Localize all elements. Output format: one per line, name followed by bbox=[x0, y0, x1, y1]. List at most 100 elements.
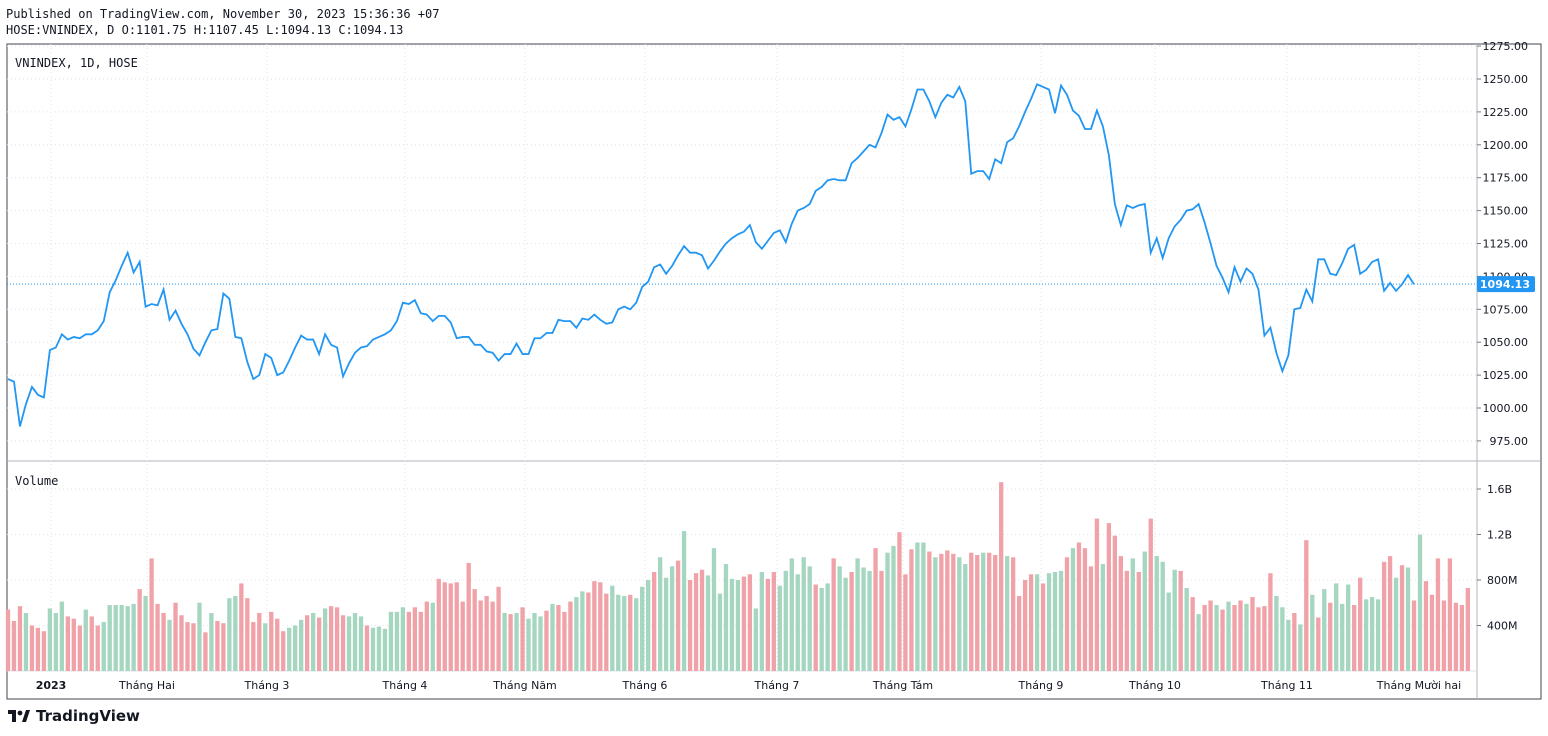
volume-bar bbox=[568, 601, 573, 671]
volume-bar bbox=[484, 595, 489, 671]
volume-bar bbox=[197, 602, 202, 671]
volume-bar bbox=[562, 611, 567, 671]
volume-bar bbox=[951, 553, 956, 671]
tradingview-brand[interactable]: TradingView bbox=[8, 707, 140, 725]
volume-bar bbox=[526, 618, 531, 671]
volume-bar bbox=[987, 552, 992, 671]
volume-bar bbox=[167, 619, 172, 671]
last-price-tag bbox=[1477, 276, 1535, 293]
volume-bar bbox=[939, 553, 944, 671]
volume-bar bbox=[83, 609, 88, 671]
volume-bar bbox=[11, 620, 17, 671]
time-axis: 2023 Tháng Hai Tháng 3 Tháng 4 Tháng Năm Thán… bbox=[36, 679, 1462, 692]
volume-bar bbox=[53, 612, 59, 671]
volume-bar bbox=[424, 601, 429, 671]
volume-bar bbox=[735, 580, 741, 671]
price-tick-label: 1000.00 bbox=[1483, 402, 1529, 415]
volume-bar bbox=[580, 591, 585, 672]
volume-bar bbox=[1328, 602, 1333, 671]
volume-bar bbox=[23, 612, 29, 671]
volume-bar bbox=[789, 558, 794, 671]
price-tick-label: 1250.00 bbox=[1483, 73, 1529, 86]
price-tick-label: 1025.00 bbox=[1483, 369, 1529, 382]
price-tick-label: 1150.00 bbox=[1483, 205, 1529, 218]
time-tick-label: Tháng 4 bbox=[382, 679, 428, 692]
time-tick-label: Tháng 6 bbox=[622, 679, 668, 692]
volume-bar bbox=[1298, 624, 1303, 671]
volume-bar bbox=[705, 575, 711, 671]
volume-bar bbox=[592, 581, 597, 671]
ohlc-label: HOSE:VNINDEX, D O:1101.75 H:1107.45 L:10… bbox=[6, 23, 404, 37]
volume-bar bbox=[251, 622, 256, 671]
volume-bar bbox=[897, 532, 902, 671]
volume-bar bbox=[466, 562, 471, 671]
volume-bar bbox=[807, 566, 812, 671]
volume-bar bbox=[1304, 540, 1309, 671]
volume-bar bbox=[723, 564, 729, 671]
brand-label: TradingView bbox=[36, 707, 140, 725]
volume-bar bbox=[669, 566, 675, 671]
volume-bar bbox=[927, 551, 932, 671]
price-tick-label: 1175.00 bbox=[1483, 172, 1529, 185]
volume-bar bbox=[1058, 570, 1064, 671]
volume-bar bbox=[442, 582, 447, 671]
volume-bar bbox=[1465, 587, 1470, 671]
volume-bar bbox=[1208, 600, 1213, 671]
volume-bar bbox=[1088, 566, 1094, 671]
volume-bar bbox=[1256, 607, 1261, 671]
volume-legend: Volume bbox=[15, 474, 58, 488]
volume-bar bbox=[795, 574, 800, 671]
volume-tick-label: 1.6B bbox=[1487, 483, 1512, 496]
volume-bar bbox=[1292, 612, 1297, 671]
volume-bar bbox=[179, 615, 184, 671]
volume-bar bbox=[1369, 597, 1375, 671]
volume-bar bbox=[550, 603, 555, 671]
price-axis: 975.001000.001025.001050.001075.001100.0… bbox=[1477, 40, 1528, 448]
tradingview-logo-icon bbox=[8, 710, 30, 722]
volume-bar bbox=[861, 567, 866, 671]
volume-bar bbox=[921, 542, 926, 671]
volume-bar bbox=[209, 612, 214, 671]
volume-bar bbox=[113, 605, 118, 671]
price-tick-label: 1050.00 bbox=[1483, 336, 1529, 349]
price-tick-label: 1125.00 bbox=[1483, 238, 1529, 251]
volume-bar bbox=[681, 531, 687, 671]
volume-bar bbox=[29, 625, 35, 671]
volume-bar bbox=[915, 542, 920, 671]
volume-bar bbox=[1238, 600, 1243, 671]
volume-bar bbox=[17, 606, 23, 671]
volume-bar bbox=[628, 594, 633, 671]
volume-bar bbox=[945, 550, 950, 671]
price-tick-label: 975.00 bbox=[1490, 435, 1529, 448]
volume-bar bbox=[1346, 584, 1351, 671]
volume-bar bbox=[849, 572, 854, 671]
volume-bar bbox=[436, 578, 441, 671]
volume-bar bbox=[1112, 535, 1118, 671]
volume-bar bbox=[1435, 558, 1441, 671]
volume-bar bbox=[191, 623, 196, 671]
volume-bar bbox=[173, 602, 178, 671]
volume-bar bbox=[119, 605, 124, 671]
volume-bar bbox=[328, 606, 334, 671]
volume-bar bbox=[358, 616, 364, 671]
volume-bar bbox=[1136, 572, 1141, 671]
price-tick-label: 1200.00 bbox=[1483, 139, 1529, 152]
volume-bar bbox=[1124, 570, 1129, 671]
volume-bar bbox=[801, 557, 806, 671]
symbol-legend: VNINDEX, 1D, HOSE bbox=[15, 56, 138, 70]
volume-bar bbox=[855, 558, 860, 671]
volume-bar bbox=[269, 611, 274, 671]
volume-bar bbox=[364, 625, 370, 671]
volume-bar bbox=[346, 616, 352, 671]
volume-bar bbox=[909, 549, 914, 671]
volume-bar bbox=[430, 602, 435, 671]
volume-bar bbox=[1076, 542, 1082, 671]
volume-bar bbox=[448, 583, 453, 671]
volume-bar bbox=[370, 627, 376, 671]
volume-bar bbox=[508, 614, 513, 672]
volume-bar bbox=[813, 584, 818, 671]
volume-bar bbox=[155, 603, 160, 671]
volume-bar bbox=[382, 628, 388, 671]
volume-bar bbox=[574, 597, 579, 671]
